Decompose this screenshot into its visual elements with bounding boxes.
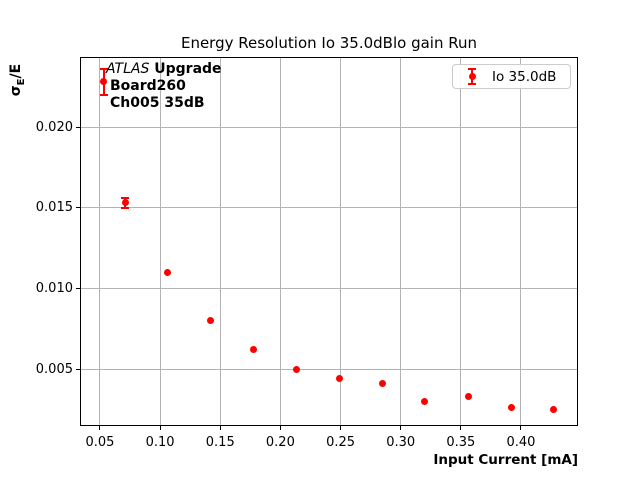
x-tick-mark	[219, 426, 221, 430]
x-gridline	[219, 58, 221, 425]
data-point	[292, 365, 300, 373]
error-bar-cap-top	[121, 197, 130, 200]
legend-errorbar-cap-top	[468, 68, 476, 70]
annotation-line-2: Board260	[110, 78, 186, 94]
data-point	[507, 404, 515, 412]
x-tick-label: 0.15	[205, 435, 235, 450]
y-axis-label-subscript: E	[15, 78, 27, 86]
x-tick-label: 0.20	[265, 435, 295, 450]
x-gridline	[279, 58, 281, 425]
x-gridline	[159, 58, 161, 425]
annotation-upgrade: Upgrade	[149, 61, 222, 77]
annotation: ATLAS Upgrade Board260 Ch005 35dB	[106, 61, 222, 112]
data-point	[464, 393, 472, 401]
y-tick-label: 0.005	[35, 361, 73, 377]
legend: Io 35.0dB	[452, 64, 571, 89]
y-axis-label-sigma: σ	[8, 85, 24, 97]
x-tick-mark	[99, 426, 101, 430]
x-tick-label: 0.10	[145, 435, 175, 450]
y-gridline	[81, 207, 577, 209]
x-tick-label: 0.40	[506, 435, 536, 450]
data-point	[549, 406, 557, 414]
legend-errorbar-marker-icon	[464, 66, 480, 87]
y-axis-label-rest: /E	[8, 63, 24, 79]
x-tick-mark	[400, 426, 402, 430]
data-point	[379, 380, 387, 388]
y-tick-mark	[76, 207, 80, 209]
x-gridline	[340, 58, 342, 425]
legend-errorbar-cap-bottom	[468, 83, 476, 85]
data-point	[421, 397, 429, 405]
x-gridline	[99, 58, 101, 425]
y-gridline	[81, 368, 577, 370]
x-tick-mark	[520, 426, 522, 430]
data-point	[207, 317, 215, 325]
error-bar-cap-top	[99, 67, 108, 70]
x-tick-label: 0.30	[386, 435, 416, 450]
x-tick-mark	[340, 426, 342, 430]
x-tick-mark	[159, 426, 161, 430]
y-gridline	[81, 287, 577, 289]
x-gridline	[520, 58, 522, 425]
plot-area	[80, 57, 578, 426]
data-point	[100, 78, 108, 86]
legend-marker-dot	[468, 73, 476, 80]
data-point	[121, 199, 129, 207]
y-tick-mark	[76, 368, 80, 370]
data-point	[335, 375, 343, 383]
error-bar-cap-bottom	[121, 206, 130, 209]
chart-title: Energy Resolution Io 35.0dBlo gain Run	[180, 34, 478, 52]
y-gridline	[81, 126, 577, 128]
x-tick-label: 0.35	[446, 435, 476, 450]
y-tick-label: 0.015	[35, 200, 73, 216]
x-tick-mark	[279, 426, 281, 430]
x-gridline	[400, 58, 402, 425]
legend-label: Io 35.0dB	[492, 68, 557, 85]
annotation-experiment: ATLAS	[106, 61, 150, 77]
y-tick-mark	[76, 287, 80, 289]
x-tick-label: 0.25	[326, 435, 356, 450]
data-point	[250, 346, 258, 354]
x-axis-label: Input Current [mA]	[433, 452, 578, 468]
error-bar-cap-bottom	[99, 93, 108, 96]
x-tick-label: 0.05	[85, 435, 115, 450]
y-axis-label: σE/E	[6, 50, 27, 110]
x-tick-mark	[460, 426, 462, 430]
annotation-line-3: Ch005 35dB	[110, 95, 205, 111]
data-point	[163, 268, 171, 276]
x-gridline	[460, 58, 462, 425]
y-tick-label: 0.020	[35, 119, 73, 135]
y-tick-mark	[76, 126, 80, 128]
annotation-line-1: ATLAS Upgrade	[106, 61, 222, 78]
y-tick-label: 0.010	[35, 280, 73, 296]
